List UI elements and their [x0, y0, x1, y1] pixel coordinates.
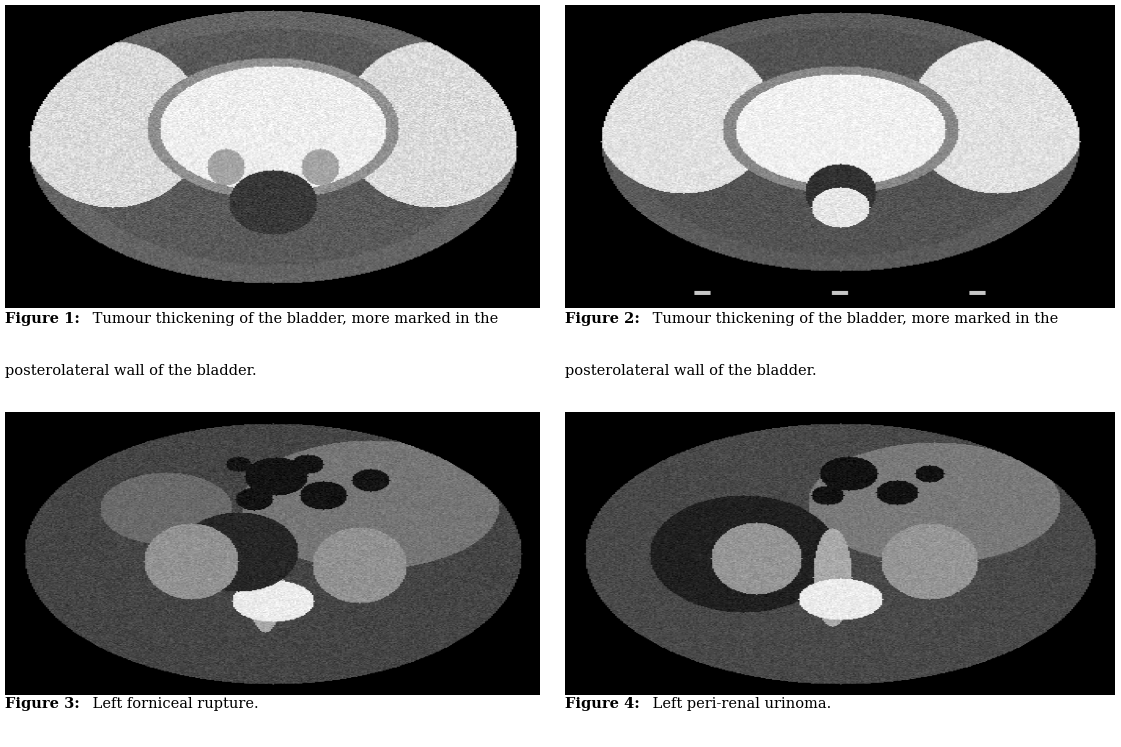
Text: Figure 1:: Figure 1: — [4, 311, 80, 326]
Text: Tumour thickening of the bladder, more marked in the: Tumour thickening of the bladder, more m… — [648, 311, 1058, 326]
Text: Figure 4:: Figure 4: — [565, 696, 640, 710]
Text: posterolateral wall of the bladder.: posterolateral wall of the bladder. — [4, 364, 257, 378]
Text: Figure 2:: Figure 2: — [565, 311, 640, 326]
Text: Left peri-renal urinoma.: Left peri-renal urinoma. — [648, 696, 831, 710]
Text: Tumour thickening of the bladder, more marked in the: Tumour thickening of the bladder, more m… — [87, 311, 498, 326]
Text: Left forniceal rupture.: Left forniceal rupture. — [87, 696, 258, 710]
Text: posterolateral wall of the bladder.: posterolateral wall of the bladder. — [565, 364, 816, 378]
Text: Figure 3:: Figure 3: — [4, 696, 80, 710]
